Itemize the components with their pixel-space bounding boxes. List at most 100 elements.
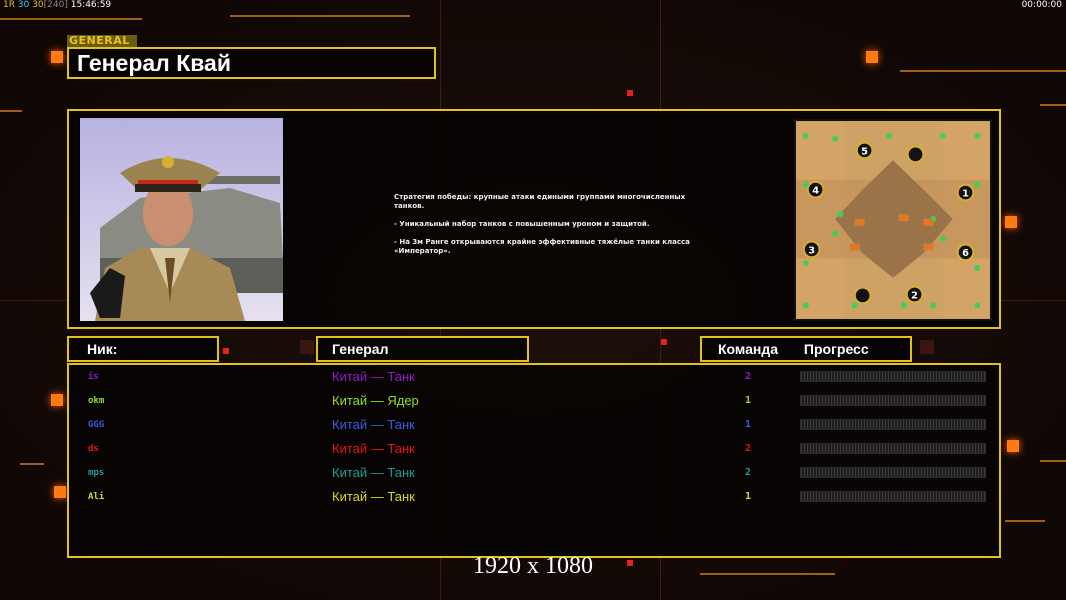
player-nick: is xyxy=(88,372,99,382)
player-progress-bar xyxy=(800,467,986,478)
oil-derrick-icon xyxy=(802,181,809,188)
oil-derrick-icon xyxy=(974,132,981,139)
deco-line xyxy=(0,18,142,20)
resolution-label: 1920 x 1080 xyxy=(473,553,593,579)
column-header-team-progress: Команда Прогресс xyxy=(700,336,912,362)
stat-c: [240] xyxy=(43,0,68,10)
deco-line xyxy=(1040,460,1066,462)
deco-square xyxy=(1005,216,1017,228)
general-portrait xyxy=(80,118,283,321)
oil-derrick-icon xyxy=(851,302,858,309)
general-title: Генерал Квай xyxy=(67,47,436,79)
status-bar: 1R 30 30[240] 15:46:59 xyxy=(3,0,111,10)
oil-derrick-icon xyxy=(802,132,809,139)
player-progress-bar xyxy=(800,395,986,406)
deco-line xyxy=(1005,520,1045,522)
deco-square xyxy=(300,340,314,354)
player-general: Китай — Ядер xyxy=(332,393,419,408)
table-row[interactable]: GGG Китай — Танк 1 xyxy=(69,417,999,437)
start-position-label: 2 xyxy=(911,290,918,301)
general-tag: GENERAL xyxy=(67,35,137,47)
start-position-label: 1 xyxy=(962,188,969,199)
deco-line xyxy=(20,463,44,465)
deco-line xyxy=(0,110,22,112)
oil-derrick-icon xyxy=(940,235,946,242)
start-position-marker[interactable] xyxy=(853,286,872,305)
start-position-marker[interactable] xyxy=(906,145,925,164)
minimap[interactable]: 5 4 1 3 6 2 xyxy=(794,119,992,321)
player-progress-bar xyxy=(800,491,986,502)
start-position-marker[interactable] xyxy=(956,243,975,262)
table-row[interactable]: okm Китай — Ядер 1 xyxy=(69,393,999,413)
deco-square xyxy=(866,51,878,63)
table-row[interactable]: Ali Китай — Танк 1 xyxy=(69,489,999,509)
player-nick: ds xyxy=(88,444,99,454)
stat-a: 30 xyxy=(17,0,30,10)
start-position-label: 3 xyxy=(808,245,815,256)
player-team: 1 xyxy=(745,491,752,502)
oil-derrick-icon xyxy=(886,132,893,139)
player-team: 2 xyxy=(745,467,752,478)
deco-line xyxy=(700,573,835,575)
players-table: is Китай — Танк 2 okm Китай — Ядер 1 GGG… xyxy=(67,363,1001,558)
player-general: Китай — Танк xyxy=(332,489,415,504)
strategy-line: - На 3м Ранге открываются крайне эффекти… xyxy=(394,238,690,255)
supply-depot-icon xyxy=(923,219,934,226)
game-timer: 00:00:00 xyxy=(1021,0,1062,10)
player-team: 2 xyxy=(745,371,752,382)
oil-derrick-icon xyxy=(837,211,844,218)
start-position-marker[interactable] xyxy=(855,141,874,160)
player-progress-bar xyxy=(800,443,986,454)
deco-square xyxy=(51,51,63,63)
column-header-progress: Прогресс xyxy=(803,341,869,357)
oil-derrick-icon xyxy=(900,302,907,309)
oil-derrick-icon xyxy=(940,132,946,139)
clock: 15:46:59 xyxy=(70,0,112,10)
oil-derrick-icon xyxy=(930,302,937,309)
player-team: 1 xyxy=(745,419,752,430)
supply-depot-icon xyxy=(898,214,909,221)
oil-derrick-icon xyxy=(832,230,839,237)
start-position-marker[interactable] xyxy=(956,183,975,202)
player-general: Китай — Танк xyxy=(332,465,415,480)
start-position-label: 5 xyxy=(861,146,868,157)
strategy-line: - Уникальный набор танков с повышенным у… xyxy=(394,220,650,228)
deco-square xyxy=(920,340,934,354)
deco-square xyxy=(1007,440,1019,452)
deco-line xyxy=(900,70,1066,72)
table-row[interactable]: ds Китай — Танк 2 xyxy=(69,441,999,461)
column-header-nick: Ник: xyxy=(67,336,219,362)
player-nick: Ali xyxy=(88,492,105,502)
supply-depot-icon xyxy=(854,219,865,226)
player-general: Китай — Танк xyxy=(332,369,415,384)
oil-derrick-icon xyxy=(974,265,981,271)
deco-line xyxy=(230,15,410,17)
supply-depot-icon xyxy=(849,243,860,251)
player-general: Китай — Танк xyxy=(332,441,415,456)
player-progress-bar xyxy=(800,371,986,382)
player-team: 1 xyxy=(745,395,752,406)
deco-square xyxy=(661,339,667,345)
start-position-marker[interactable] xyxy=(802,240,821,259)
column-header-team: Команда xyxy=(718,341,778,357)
start-position-label: 4 xyxy=(812,186,819,197)
start-position-marker[interactable] xyxy=(806,180,825,199)
stat-b: 30 xyxy=(32,0,44,10)
table-row[interactable]: is Китай — Танк 2 xyxy=(69,369,999,389)
oil-derrick-icon xyxy=(974,181,981,188)
strategy-description: Стратегия победы: крупные атаки едиными … xyxy=(394,193,714,265)
deco-square xyxy=(54,486,66,498)
deco-square xyxy=(627,560,633,566)
deco-line xyxy=(1040,104,1066,106)
table-row[interactable]: mps Китай — Танк 2 xyxy=(69,465,999,485)
oil-derrick-icon xyxy=(802,302,809,309)
deco-square xyxy=(223,348,229,354)
player-nick: okm xyxy=(88,396,105,406)
oil-derrick-icon xyxy=(832,135,839,142)
start-position-marker[interactable] xyxy=(905,285,924,304)
start-position-label: 6 xyxy=(962,248,969,259)
player-general: Китай — Танк xyxy=(332,417,415,432)
strategy-line: Стратегия победы: крупные атаки едиными … xyxy=(394,193,686,210)
player-progress-bar xyxy=(800,419,986,430)
deco-square xyxy=(627,90,633,96)
